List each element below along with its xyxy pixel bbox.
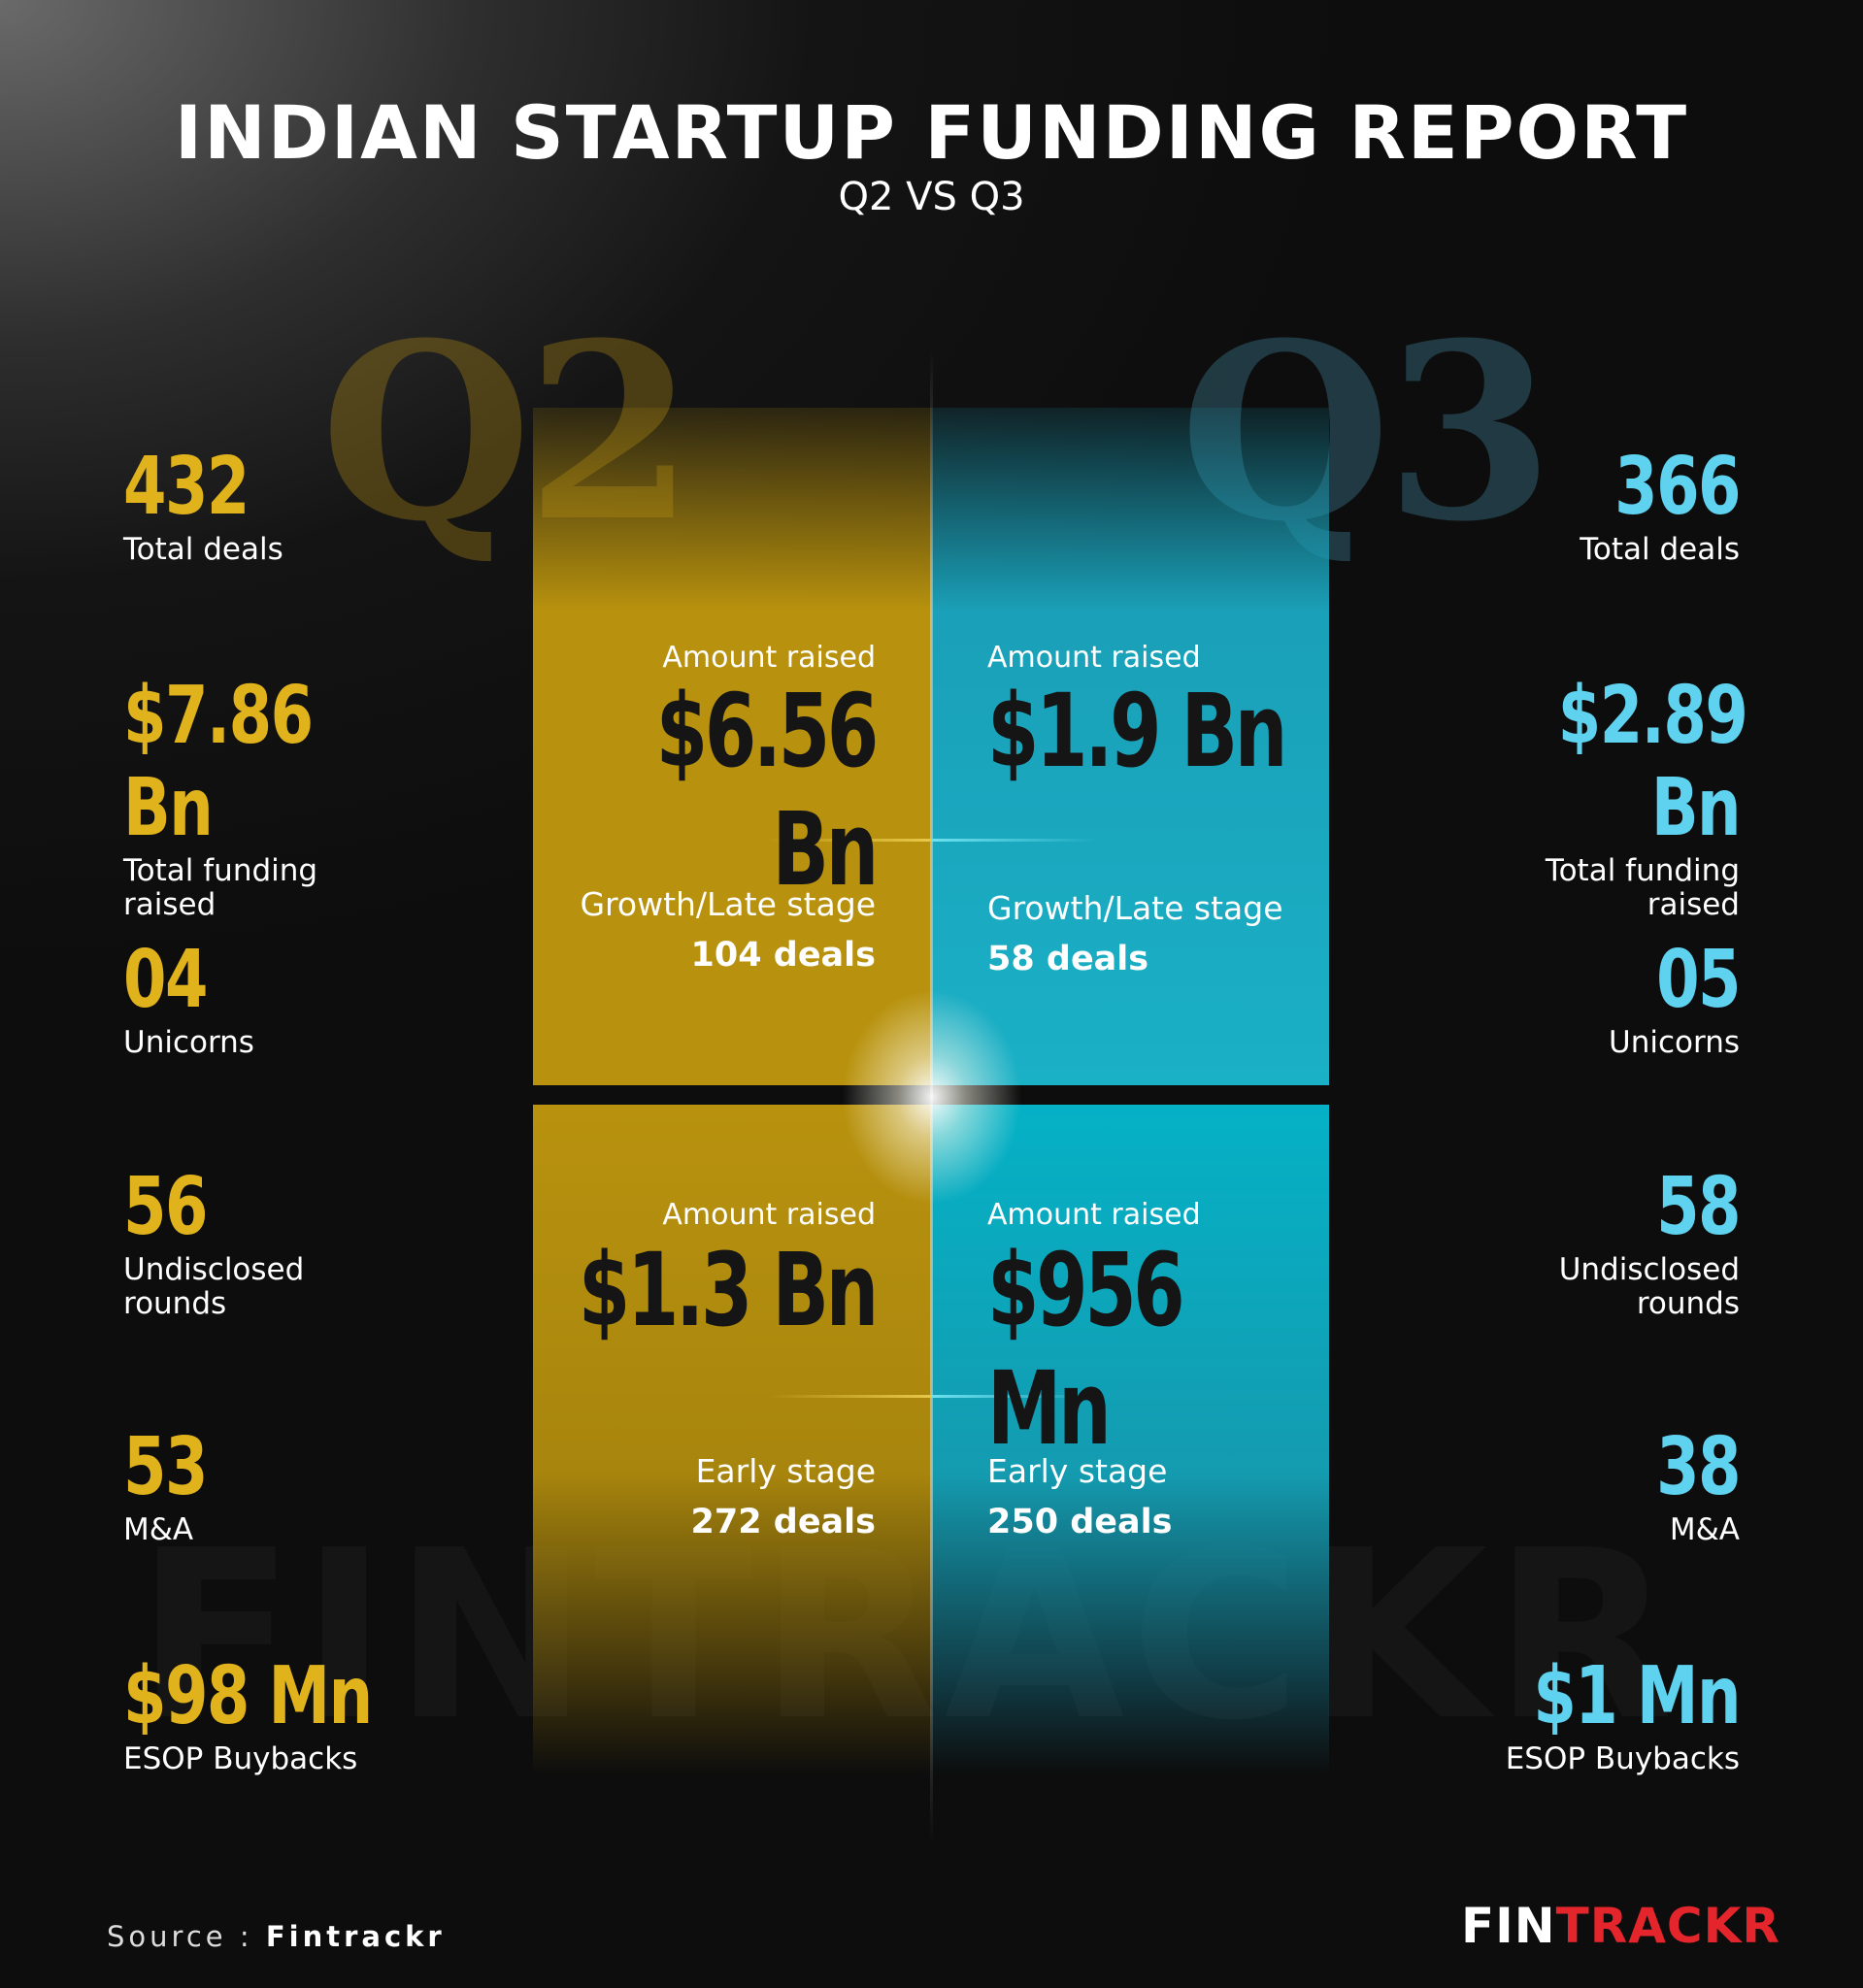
q2-early-panel	[533, 1105, 932, 1774]
logo-part-white: FIN	[1461, 1898, 1556, 1954]
stat-label: Total funding raised	[123, 853, 318, 922]
stat-label: M&A	[1669, 1512, 1740, 1547]
stat-label: ESOP Buybacks	[1505, 1741, 1740, 1776]
q3-growth-amount: $1.9 Bn	[987, 672, 1287, 790]
stat-value: 56	[123, 1161, 208, 1253]
stat-value: 05	[1656, 934, 1741, 1026]
q3-growth-deals: 58 deals	[987, 940, 1149, 978]
q2-growth-amount-label: Amount raised	[662, 641, 876, 675]
stat-label: Undisclosed rounds	[123, 1252, 305, 1321]
q2-growth-panel	[533, 408, 932, 1085]
q2-early-amount: $1.3 Bn	[578, 1231, 879, 1349]
stat-value: 366	[1614, 441, 1741, 533]
stat-label: Total funding raised	[1545, 853, 1740, 922]
q2-growth-amount: $6.56 Bn	[655, 672, 880, 909]
q3-growth-amount-label: Amount raised	[987, 641, 1201, 675]
q3-stat-ma: 38 M&A	[1351, 1421, 1741, 1547]
q2-growth-stage: Growth/Late stage	[580, 885, 876, 923]
fintrackr-logo: FINTRACKR	[1461, 1898, 1780, 1954]
source-name: Fintrackr	[265, 1920, 446, 1953]
stat-value: 53	[123, 1421, 208, 1513]
stat-label: Total deals	[123, 532, 283, 567]
logo-part-red: TRACKR	[1555, 1898, 1780, 1954]
stat-value: $7.86 Bn	[123, 670, 314, 854]
page-title: INDIAN STARTUP FUNDING REPORT	[174, 89, 1689, 176]
q2-stat-total-funding: $7.86 Bn Total funding raised	[123, 670, 356, 922]
stat-value: $1 Mn	[1533, 1650, 1741, 1742]
q2-early-amount-label: Amount raised	[662, 1198, 876, 1232]
q3-early-stage: Early stage	[987, 1452, 1168, 1490]
source-credit: Source : Fintrackr	[107, 1920, 446, 1953]
q2-early-stage: Early stage	[695, 1452, 876, 1490]
stat-value: $98 Mn	[123, 1650, 373, 1742]
q3-growth-panel	[932, 408, 1329, 1085]
q3-growth-stage: Growth/Late stage	[987, 889, 1283, 927]
q2-growth-deals: 104 deals	[690, 936, 876, 975]
q3-early-amount: $956 Mn	[987, 1231, 1185, 1468]
q3-early-panel	[932, 1105, 1329, 1774]
stat-label: ESOP Buybacks	[123, 1741, 358, 1776]
stat-label: Undisclosed rounds	[1558, 1252, 1740, 1321]
q2-stat-esop: $98 Mn ESOP Buybacks	[123, 1650, 512, 1776]
q2-top-separator	[767, 839, 932, 842]
stat-value: 38	[1656, 1421, 1741, 1513]
q2-stat-ma: 53 M&A	[123, 1421, 512, 1547]
q3-stat-total-deals: 366 Total deals	[1351, 441, 1741, 567]
stat-value: 432	[123, 441, 250, 533]
stat-value: 04	[123, 934, 208, 1026]
q3-early-deals: 250 deals	[987, 1503, 1173, 1541]
q2-stat-unicorns: 04 Unicorns	[123, 934, 512, 1060]
stat-label: Unicorns	[123, 1025, 254, 1060]
stat-value: $2.89 Bn	[1557, 670, 1748, 854]
q2-stat-total-deals: 432 Total deals	[123, 441, 512, 567]
q3-stat-esop: $1 Mn ESOP Buybacks	[1351, 1650, 1742, 1776]
q2-early-deals: 272 deals	[690, 1503, 876, 1541]
page-subtitle: Q2 VS Q3	[838, 175, 1025, 219]
q3-early-amount-label: Amount raised	[987, 1198, 1201, 1232]
q3-stat-total-funding: $2.89 Bn Total funding raised	[1507, 670, 1748, 922]
q3-top-separator	[932, 839, 1097, 842]
stat-value: 58	[1656, 1161, 1741, 1253]
q3-stat-unicorns: 05 Unicorns	[1351, 934, 1742, 1060]
stat-label: Unicorns	[1609, 1025, 1740, 1060]
q2-stat-undisclosed: 56 Undisclosed rounds	[123, 1161, 347, 1321]
q3-bottom-separator	[932, 1395, 1097, 1398]
source-prefix: Source :	[107, 1920, 266, 1953]
stat-label: Total deals	[1580, 532, 1740, 567]
q2-bottom-separator	[767, 1395, 932, 1398]
q3-stat-undisclosed: 58 Undisclosed rounds	[1516, 1161, 1742, 1321]
stat-label: M&A	[123, 1512, 194, 1547]
center-glow	[835, 980, 1029, 1213]
